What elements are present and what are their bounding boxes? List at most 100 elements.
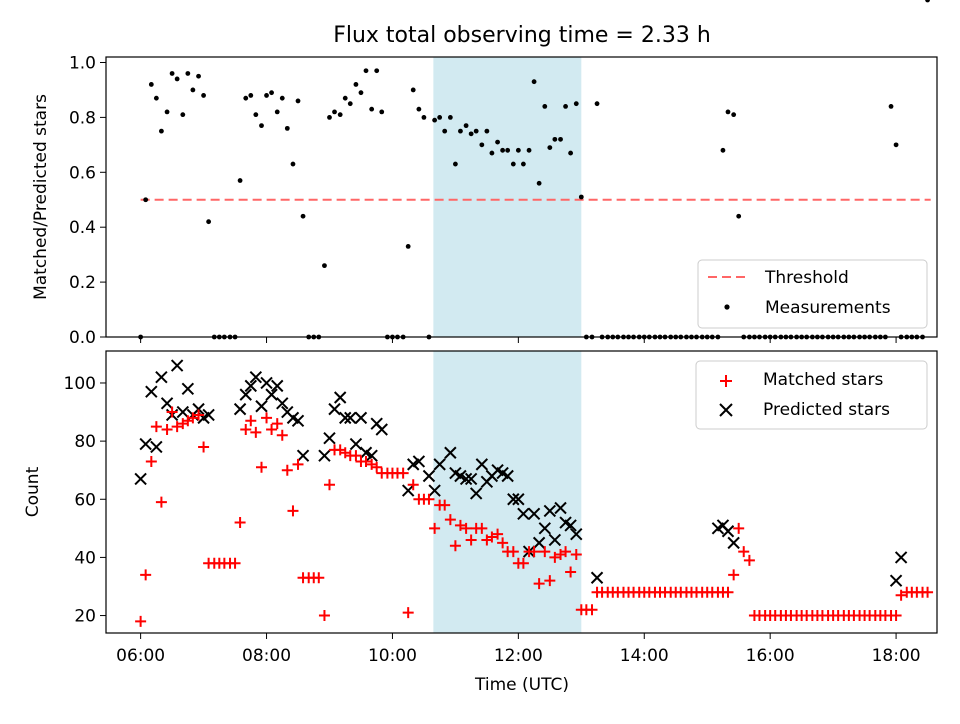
count-x-tick-label: 06:00: [116, 646, 165, 666]
matched-stars-point: [234, 517, 246, 529]
measurement-point: [520, 161, 526, 167]
measurement-point: [143, 197, 149, 203]
matched-stars-point: [402, 607, 414, 619]
measurement-point: [206, 219, 212, 225]
predicted-stars-point: [375, 423, 388, 436]
predicted-stars-point: [517, 507, 530, 521]
measurement-point: [531, 79, 537, 85]
matched-stars-point: [287, 505, 299, 517]
measurement-point: [489, 150, 495, 156]
measurement-point: [573, 101, 579, 107]
measurement-point: [337, 112, 343, 118]
measurement-point: [253, 112, 259, 118]
measurement-point: [248, 93, 254, 98]
matched-stars-point: [187, 412, 199, 424]
predicted-stars-point: [464, 472, 478, 486]
matched-stars-point: [476, 522, 488, 534]
measurement-point: [536, 180, 542, 186]
measurement-point: [463, 123, 469, 129]
predicted-stars-point: [170, 359, 184, 372]
matched-stars-point: [738, 546, 750, 558]
predicted-stars-point: [401, 484, 415, 497]
measurement-point: [500, 147, 506, 153]
predicted-stars-point: [276, 397, 289, 410]
measurement-point: [148, 82, 154, 87]
observing-window-shade: [433, 57, 582, 337]
measurement-point: [416, 106, 422, 112]
predicted-stars-point: [433, 458, 446, 471]
predicted-stars-point: [139, 437, 152, 451]
matched-stars-point: [171, 421, 183, 433]
predicted-stars-point: [339, 411, 352, 425]
measurement-point: [594, 101, 600, 107]
legend-predicted-swatch: [719, 403, 733, 417]
measurement-point: [442, 128, 448, 134]
matched-stars-series: [135, 406, 934, 627]
count-y-axis-label: Count: [23, 466, 43, 517]
measurement-point: [237, 178, 243, 183]
measurement-point: [542, 104, 548, 109]
measurement-point: [558, 136, 563, 142]
predicted-stars-point: [889, 574, 903, 587]
predicted-stars-point: [428, 484, 441, 497]
measurement-point: [447, 114, 453, 120]
ratio-legend: Threshold Measurements: [697, 259, 928, 329]
ratio-y-tick-label: 1.0: [69, 53, 96, 73]
matched-stars-point: [276, 429, 288, 441]
measurement-point: [731, 112, 737, 118]
measurement-point: [243, 95, 249, 101]
predicted-stars-point: [475, 458, 489, 471]
predicted-stars-point: [721, 525, 735, 538]
count-x-ticks: 06:00 08:00 10:00 12:00 14:00 16:00 18:00: [116, 633, 921, 666]
measurement-point: [159, 128, 164, 134]
matched-stars-point: [360, 455, 372, 467]
matched-stars-point: [449, 540, 461, 552]
predicted-stars-point: [145, 385, 158, 398]
matched-stars-point: [486, 531, 498, 543]
measurement-point: [180, 112, 186, 118]
legend-threshold-label: Threshold: [764, 268, 849, 288]
measurement-point: [515, 147, 521, 153]
predicted-stars-point: [239, 388, 252, 401]
measurement-point: [720, 147, 726, 153]
matched-stars-point: [271, 418, 283, 430]
measurement-point: [196, 73, 201, 79]
measurement-point: [421, 114, 427, 120]
predicted-stars-point: [150, 440, 163, 454]
predicted-stars-point: [412, 455, 426, 468]
matched-stars-point: [444, 514, 456, 526]
matched-stars-point: [313, 572, 325, 584]
matched-stars-point: [255, 461, 267, 473]
predicted-stars-point: [349, 437, 363, 451]
predicted-stars-point: [181, 382, 195, 396]
matched-stars-point: [229, 557, 241, 569]
count-y-tick-label: 20: [74, 607, 96, 627]
measurement-point: [484, 128, 490, 134]
matched-stars-point: [281, 464, 293, 476]
count-x-tick-label: 12:00: [494, 646, 543, 666]
ratio-y-axis-label: Matched/Predicted stars: [31, 94, 51, 300]
predicted-stars-point: [176, 405, 190, 419]
predicted-stars-point: [255, 400, 268, 413]
x-axis-label: Time (UTC): [474, 675, 569, 695]
predicted-stars-point: [501, 469, 514, 483]
matched-stars-point: [565, 566, 577, 578]
measurement-point: [552, 136, 558, 142]
predicted-stars-point: [538, 522, 552, 535]
matched-stars-point: [439, 499, 451, 511]
measurement-point: [164, 109, 170, 115]
predicted-stars-point: [512, 493, 525, 506]
measurement-point: [452, 161, 458, 167]
predicted-stars-point: [271, 379, 284, 393]
measurement-point: [269, 90, 274, 96]
matched-stars-point: [240, 423, 252, 435]
measurement-point: [322, 263, 327, 269]
ratio-panel: Flux total observing time = 2.33 h 0.00.…: [31, 0, 938, 348]
measurement-point: [410, 87, 416, 93]
predicted-stars-point: [318, 449, 331, 462]
matched-stars-point: [193, 409, 205, 421]
matched-stars-point: [266, 423, 278, 435]
predicted-stars-point: [155, 370, 168, 384]
measurement-point: [347, 101, 353, 107]
